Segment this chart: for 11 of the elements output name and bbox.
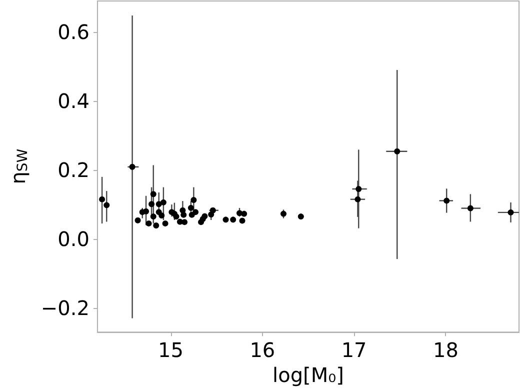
y-tick-label: 0.6 xyxy=(58,20,90,44)
x-tick-label: 15 xyxy=(158,338,184,362)
x-tick-label: 17 xyxy=(341,338,367,362)
y-tick-label: 0.4 xyxy=(58,89,90,114)
y-tick-label: 0.0 xyxy=(58,226,90,251)
x-axis-title: log[M₀] xyxy=(272,363,344,387)
y-tick-label: 0.2 xyxy=(58,158,90,182)
x-tick-label: 16 xyxy=(250,338,276,362)
y-tick-label: −0.2 xyxy=(40,296,90,320)
y-axis-title: ηSW xyxy=(6,148,31,184)
x-tick-label: 18 xyxy=(432,338,458,362)
